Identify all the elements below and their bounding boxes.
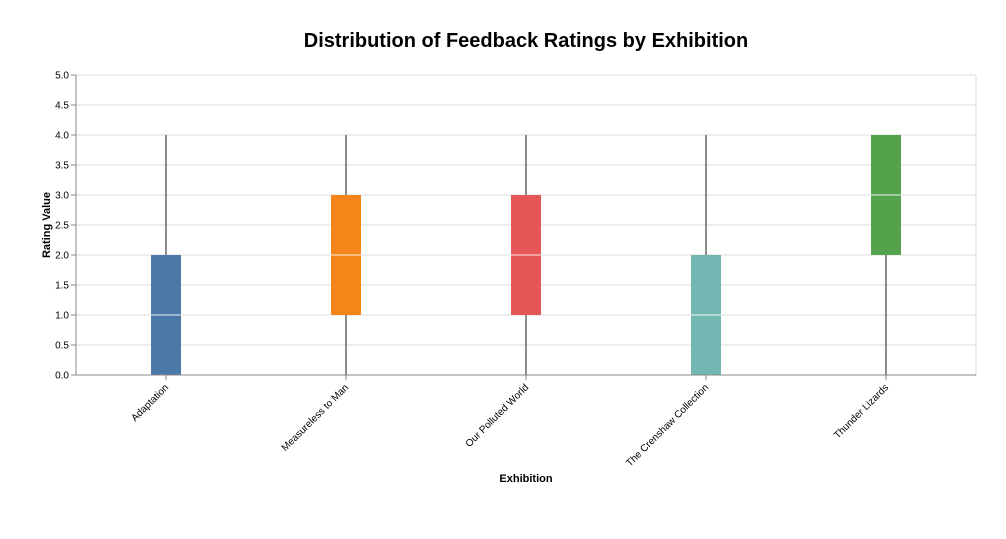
y-tick-label: 1.5	[55, 281, 69, 292]
y-tick-label: 0.0	[55, 371, 69, 382]
box-group	[691, 135, 721, 375]
box-group	[331, 135, 361, 375]
y-tick-label: 3.0	[55, 191, 69, 202]
y-tick-label: 4.5	[55, 101, 69, 112]
box-group	[151, 135, 181, 375]
box-group	[871, 135, 901, 375]
y-tick-label: 5.0	[55, 71, 69, 82]
y-tick-label: 4.0	[55, 131, 69, 142]
box-group	[511, 135, 541, 375]
x-tick-label: Adaptation	[130, 382, 172, 424]
chart-title: Distribution of Feedback Ratings by Exhi…	[304, 30, 748, 52]
y-tick-label: 2.5	[55, 221, 69, 232]
y-tick-label: 1.0	[55, 311, 69, 322]
x-axis-title: Exhibition	[499, 473, 552, 485]
x-tick-label: Thunder Lizards	[832, 382, 891, 441]
y-axis-title: Rating Value	[41, 192, 53, 258]
box-marks	[151, 135, 901, 375]
y-tick-label: 3.5	[55, 161, 69, 172]
y-tick-label: 2.0	[55, 251, 69, 262]
x-tick-label: Measureless to Man	[280, 382, 351, 453]
x-tick-label: Our Polluted World	[464, 382, 531, 449]
x-tick-label: The Crenshaw Collection	[624, 382, 711, 469]
y-tick-label: 0.5	[55, 341, 69, 352]
